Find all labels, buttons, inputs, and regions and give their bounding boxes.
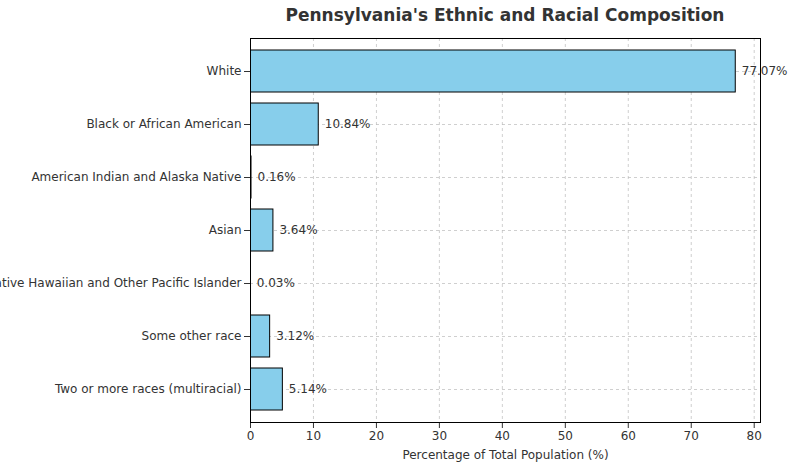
svg-text:0.03%: 0.03% xyxy=(257,276,295,290)
html-text:Pennsylvania's Ethnic and Raci: Pennsylvania's Ethnic and Racial Composi… xyxy=(285,5,725,25)
svg-text:Percentage of Total Population: Percentage of Total Population (%) xyxy=(402,448,608,462)
svg-text:Native Hawaiian and Other Paci: Native Hawaiian and Other Pacific Island… xyxy=(0,276,242,290)
svg-text:10.84%: 10.84% xyxy=(325,117,371,131)
svg-text:5.14%: 5.14% xyxy=(289,382,327,396)
svg-text:White: White xyxy=(207,64,242,78)
svg-text:Black or African American: Black or African American xyxy=(86,117,241,131)
svg-text:20: 20 xyxy=(369,429,384,443)
svg-text:Asian: Asian xyxy=(209,223,242,237)
svg-text:40: 40 xyxy=(495,429,510,443)
svg-text:Some other race: Some other race xyxy=(142,329,242,343)
svg-text:0.16%: 0.16% xyxy=(258,170,296,184)
svg-text:American Indian and Alaska Nat: American Indian and Alaska Native xyxy=(31,170,241,184)
svg-text:30: 30 xyxy=(432,429,447,443)
svg-text:60: 60 xyxy=(621,429,636,443)
svg-text:Two or more races (multiracial: Two or more races (multiracial) xyxy=(54,382,242,396)
svg-text:3.12%: 3.12% xyxy=(276,329,314,343)
svg-text:0: 0 xyxy=(247,429,255,443)
svg-text:80: 80 xyxy=(747,429,762,443)
svg-text:10: 10 xyxy=(306,429,321,443)
svg-text:50: 50 xyxy=(558,429,573,443)
svg-text:3.64%: 3.64% xyxy=(279,223,317,237)
svg-text:70: 70 xyxy=(684,429,699,443)
svg-text:77.07%: 77.07% xyxy=(742,64,788,78)
